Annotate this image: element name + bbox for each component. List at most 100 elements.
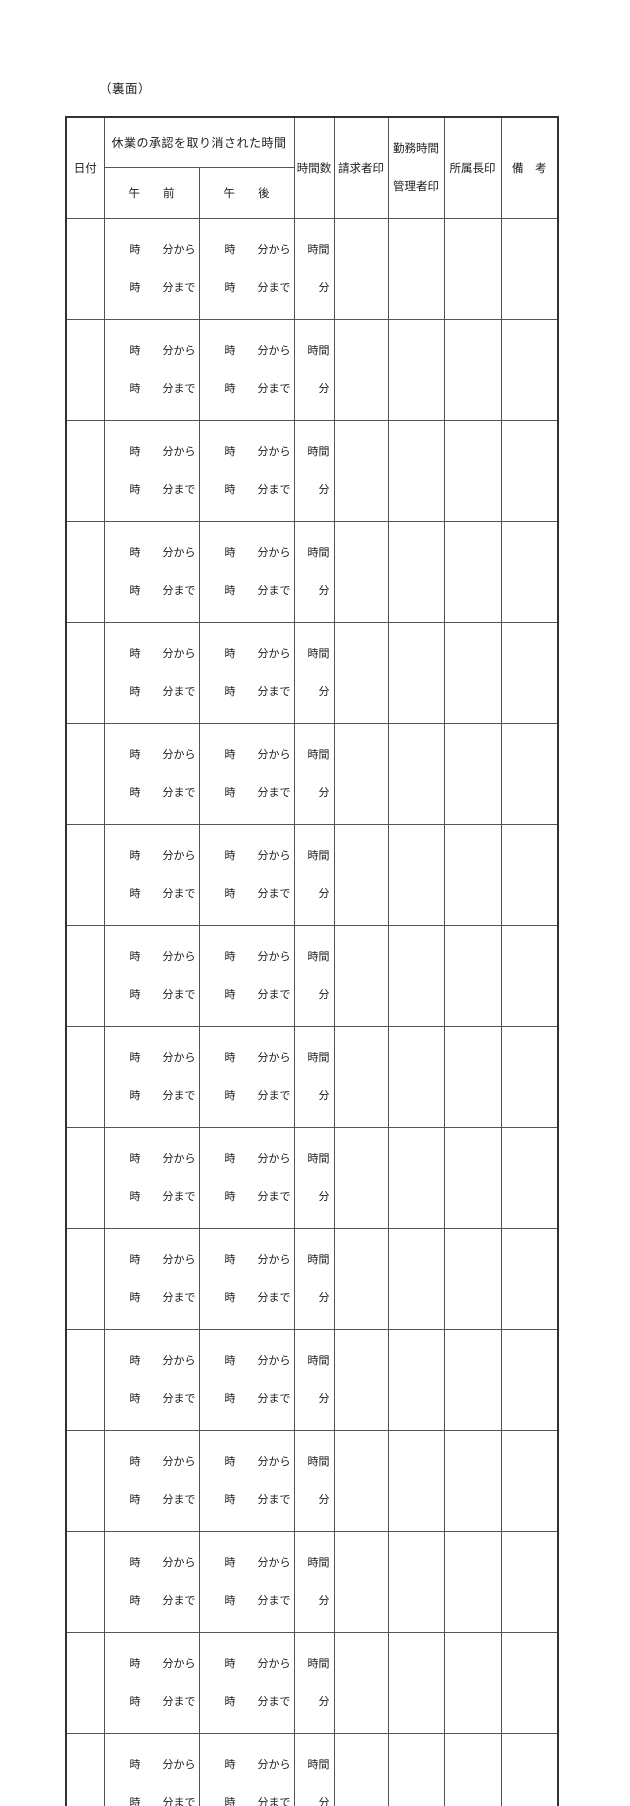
table-row: 時 分から 時 分まで 時 分から 時 分まで 時間 分 — [66, 926, 558, 1027]
date-cell — [66, 1027, 104, 1128]
chief-seal-cell — [444, 1027, 501, 1128]
pm-from-text: 時 分から — [200, 748, 291, 762]
date-cell — [66, 724, 104, 825]
date-cell — [66, 1532, 104, 1633]
pm-time-cell: 時 分から 時 分まで — [199, 1633, 294, 1734]
pm-time-cell: 時 分から 時 分まで — [199, 1532, 294, 1633]
am-to-text: 時 分まで — [105, 1291, 196, 1305]
pm-time-cell: 時 分から 時 分まで — [199, 825, 294, 926]
pm-to-text: 時 分まで — [200, 685, 291, 699]
date-cell — [66, 1229, 104, 1330]
claimant-seal-cell — [334, 219, 388, 320]
minutes-unit-text: 分 — [295, 988, 330, 1002]
pm-to-text: 時 分まで — [200, 584, 291, 598]
table-row: 時 分から 時 分まで 時 分から 時 分まで 時間 分 — [66, 1532, 558, 1633]
pm-to-text: 時 分まで — [200, 887, 291, 901]
date-cell — [66, 825, 104, 926]
date-cell — [66, 926, 104, 1027]
header-manager-seal-line1: 勤務時間 — [389, 142, 444, 156]
hours-unit-text: 時間 — [295, 1051, 330, 1065]
pm-time-cell: 時 分から 時 分まで — [199, 1128, 294, 1229]
header-manager-seal: 勤務時間 管理者印 — [388, 117, 444, 219]
claimant-seal-cell — [334, 522, 388, 623]
minutes-unit-text: 分 — [295, 1291, 330, 1305]
hours-unit-text: 時間 — [295, 1556, 330, 1570]
remarks-cell — [501, 421, 558, 522]
manager-seal-cell — [388, 219, 444, 320]
date-cell — [66, 320, 104, 421]
date-cell — [66, 623, 104, 724]
remarks-cell — [501, 1229, 558, 1330]
pm-to-text: 時 分まで — [200, 382, 291, 396]
am-from-text: 時 分から — [105, 1758, 196, 1772]
manager-seal-cell — [388, 421, 444, 522]
manager-seal-cell — [388, 1027, 444, 1128]
am-from-text: 時 分から — [105, 1556, 196, 1570]
am-from-text: 時 分から — [105, 243, 196, 257]
manager-seal-cell — [388, 825, 444, 926]
am-to-text: 時 分まで — [105, 1695, 196, 1709]
chief-seal-cell — [444, 926, 501, 1027]
pm-to-text: 時 分まで — [200, 1493, 291, 1507]
remarks-cell — [501, 320, 558, 421]
am-from-text: 時 分から — [105, 1253, 196, 1267]
remarks-cell — [501, 724, 558, 825]
pm-time-cell: 時 分から 時 分まで — [199, 1431, 294, 1532]
table-row: 時 分から 時 分まで 時 分から 時 分まで 時間 分 — [66, 1128, 558, 1229]
date-cell — [66, 421, 104, 522]
table-row: 時 分から 時 分まで 時 分から 時 分まで 時間 分 — [66, 421, 558, 522]
chief-seal-cell — [444, 1734, 501, 1806]
hours-unit-text: 時間 — [295, 546, 330, 560]
remarks-cell — [501, 1633, 558, 1734]
pm-time-cell: 時 分から 時 分まで — [199, 1734, 294, 1806]
pm-time-cell: 時 分から 時 分まで — [199, 219, 294, 320]
am-from-text: 時 分から — [105, 647, 196, 661]
am-time-cell: 時 分から 時 分まで — [104, 1229, 199, 1330]
header-row-1: 日付 休業の承認を取り消された時間 時間数 請求者印 勤務時間 管理者印 所属長… — [66, 117, 558, 167]
hours-unit-text: 時間 — [295, 748, 330, 762]
am-to-text: 時 分まで — [105, 1493, 196, 1507]
chief-seal-cell — [444, 421, 501, 522]
pm-from-text: 時 分から — [200, 1556, 291, 1570]
pm-from-text: 時 分から — [200, 344, 291, 358]
date-cell — [66, 1734, 104, 1806]
minutes-unit-text: 分 — [295, 1594, 330, 1608]
remarks-cell — [501, 1027, 558, 1128]
remarks-cell — [501, 1128, 558, 1229]
claimant-seal-cell — [334, 825, 388, 926]
chief-seal-cell — [444, 1633, 501, 1734]
pm-from-text: 時 分から — [200, 950, 291, 964]
hours-cell: 時間 分 — [294, 320, 334, 421]
am-time-cell: 時 分から 時 分まで — [104, 1128, 199, 1229]
am-to-text: 時 分まで — [105, 685, 196, 699]
table-row: 時 分から 時 分まで 時 分から 時 分まで 時間 分 — [66, 825, 558, 926]
claimant-seal-cell — [334, 926, 388, 1027]
am-from-text: 時 分から — [105, 950, 196, 964]
date-cell — [66, 219, 104, 320]
chief-seal-cell — [444, 1330, 501, 1431]
minutes-unit-text: 分 — [295, 685, 330, 699]
header-date: 日付 — [66, 117, 104, 219]
am-time-cell: 時 分から 時 分まで — [104, 1027, 199, 1128]
hours-cell: 時間 分 — [294, 1128, 334, 1229]
minutes-unit-text: 分 — [295, 786, 330, 800]
am-time-cell: 時 分から 時 分まで — [104, 926, 199, 1027]
am-to-text: 時 分まで — [105, 887, 196, 901]
am-from-text: 時 分から — [105, 1152, 196, 1166]
pm-time-cell: 時 分から 時 分まで — [199, 926, 294, 1027]
chief-seal-cell — [444, 1229, 501, 1330]
minutes-unit-text: 分 — [295, 281, 330, 295]
date-cell — [66, 1431, 104, 1532]
table-header: 日付 休業の承認を取り消された時間 時間数 請求者印 勤務時間 管理者印 所属長… — [66, 117, 558, 219]
claimant-seal-cell — [334, 421, 388, 522]
pm-time-cell: 時 分から 時 分まで — [199, 1027, 294, 1128]
pm-from-text: 時 分から — [200, 1657, 291, 1671]
remarks-cell — [501, 1532, 558, 1633]
am-to-text: 時 分まで — [105, 1089, 196, 1103]
pm-to-text: 時 分まで — [200, 1594, 291, 1608]
am-from-text: 時 分から — [105, 1354, 196, 1368]
pm-time-cell: 時 分から 時 分まで — [199, 1229, 294, 1330]
header-pm: 午 後 — [199, 167, 294, 218]
am-from-text: 時 分から — [105, 849, 196, 863]
pm-to-text: 時 分まで — [200, 483, 291, 497]
